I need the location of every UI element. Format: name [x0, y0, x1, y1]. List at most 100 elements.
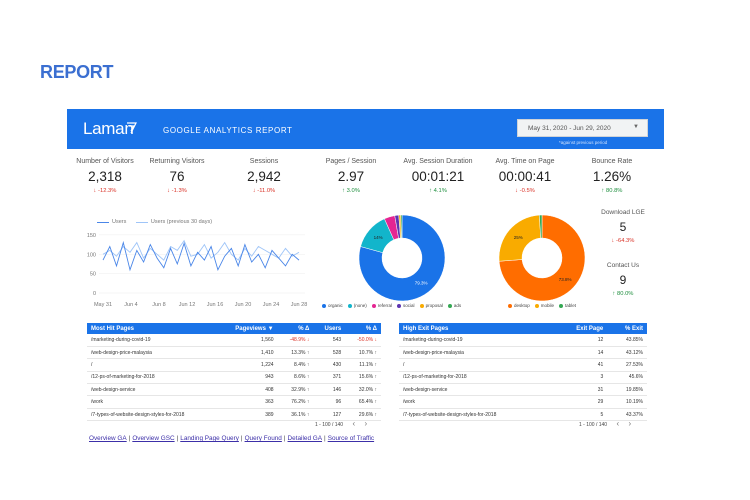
legend-swatch	[397, 303, 402, 308]
kpi-label: Download LGE	[601, 209, 645, 216]
table-cell: 45.6%	[607, 371, 647, 385]
kpi-delta: ↓ -0.5%	[515, 188, 535, 194]
table-cell: /12-ps-of-marketing-for-2018	[399, 371, 554, 385]
legend-ads: ads	[453, 303, 462, 308]
table-row[interactable]: /work 363 76.2% ↑ 96 65.4% ↑	[87, 395, 381, 409]
table-cell: 363	[217, 395, 278, 409]
traffic-source-legend: organic (none) referral social proposal ads	[317, 303, 461, 308]
column-header[interactable]: % Δ	[277, 323, 314, 334]
column-header[interactable]: High Exit Pages	[399, 323, 554, 334]
kpi-delta: ↑ 80.0%	[612, 291, 634, 297]
chevron-left-icon[interactable]: ‹	[616, 419, 620, 428]
link-separator: |	[283, 435, 286, 442]
kpi-label: Number of Visitors	[76, 158, 134, 165]
table-row[interactable]: /web-design-price-malaysia 14 43.12%	[399, 346, 647, 360]
table-cell: 528	[313, 346, 346, 360]
table-row[interactable]: /7-types-of-website-design-styles-for-20…	[399, 408, 647, 422]
x-tick-label: Jun 24	[263, 302, 280, 308]
table-cell: 14	[553, 346, 608, 360]
y-tick-label: 150	[87, 233, 96, 239]
table-cell: 76.2% ↑	[277, 395, 314, 409]
kpi-value: 2,318	[88, 169, 122, 184]
table-cell: /	[399, 358, 554, 372]
table-cell: 43.85%	[607, 334, 647, 347]
x-tick-label: Jun 16	[207, 302, 224, 308]
x-tick-label: Jun 28	[291, 302, 308, 308]
table-cell: 1,560	[217, 334, 278, 347]
column-header[interactable]: Pageviews ▼	[217, 323, 278, 334]
slice-data-label: 25%	[514, 235, 523, 240]
table-header-row: High Exit Pages Exit Page% Exit	[399, 323, 647, 334]
slice-desktop	[498, 214, 586, 302]
legend-social: social	[403, 303, 415, 308]
link-overview-ga[interactable]: Overview GA	[89, 435, 127, 442]
table-row[interactable]: /1,224 8.4% ↑ 430 11.1% ↑	[87, 358, 381, 372]
kpi-value: 2,942	[247, 169, 281, 184]
date-range-value: May 31, 2020 - Jun 29, 2020	[528, 125, 611, 132]
slice-data-label: 73.8%	[559, 277, 572, 282]
kpi-avg-time-on-page: Avg. Time on Page 00:00:41 ↓ -0.5%	[487, 158, 563, 194]
traffic-source-donut-chart: 79.3% 14%	[358, 214, 446, 302]
chevron-right-icon[interactable]: ›	[628, 419, 632, 428]
table-row[interactable]: /work 29 10.19%	[399, 395, 647, 409]
series-line-users-previous-30-days	[102, 239, 300, 261]
table-cell: 13.3% ↑	[277, 346, 314, 360]
table-cell: /web-design-price-malaysia	[399, 346, 554, 360]
table-row[interactable]: /marketing-during-covid-19 12 43.85%	[399, 334, 647, 347]
table-cell: 96	[313, 395, 346, 409]
table-cell: 8.6% ↑	[277, 371, 314, 385]
chevron-left-icon[interactable]: ‹	[352, 419, 356, 428]
legend-users-previous: Users (previous 30 days)	[150, 219, 213, 225]
legend-swatch	[447, 303, 452, 308]
chevron-down-icon: ▼	[633, 124, 639, 130]
table-cell: 11.1% ↑	[345, 358, 381, 372]
table-cell: /marketing-during-covid-19	[87, 334, 218, 347]
link-query-found[interactable]: Query Found	[244, 435, 282, 442]
line-chart-legend: Users Users (previous 30 days)	[97, 219, 212, 225]
table-cell: 29.6% ↑	[345, 408, 381, 422]
link-separator: |	[240, 435, 243, 442]
table-row[interactable]: /12-ps-of-marketing-for-2018 943 8.6% ↑ 371…	[87, 371, 381, 385]
slice-tablet	[539, 214, 543, 239]
table-row[interactable]: /web-design-service 408 32.9% ↑ 146 32.0% ↑	[87, 383, 381, 397]
table-cell: /work	[87, 395, 218, 409]
kpi-value: 9	[619, 273, 627, 287]
table-cell: 5	[553, 408, 608, 422]
table-cell: /7-types-of-website-design-styles-for-20…	[399, 408, 554, 422]
link-overview-gsc[interactable]: Overview GSC	[132, 435, 175, 442]
table-cell: /	[87, 358, 218, 372]
kpi-label: Avg. Time on Page	[495, 158, 555, 165]
table-cell: 65.4% ↑	[345, 395, 381, 409]
table-cell: 27.53%	[607, 358, 647, 372]
table-row[interactable]: /41 27.53%	[399, 358, 647, 372]
link-separator: |	[176, 435, 179, 442]
table-row[interactable]: /web-design-service 31 19.85%	[399, 383, 647, 397]
table-row[interactable]: /web-design-price-malaysia 1,410 13.3% ↑ 52…	[87, 346, 381, 360]
column-header[interactable]: % Exit	[607, 323, 647, 334]
kpi-delta: ↓ -11.0%	[252, 188, 276, 194]
legend-swatch	[508, 303, 512, 308]
table-row[interactable]: /marketing-during-covid-19 1,560 -48.9% ↓ 5…	[87, 334, 381, 347]
table-cell: 3	[553, 371, 608, 385]
high-exit-pages-table: High Exit Pages Exit Page% Exit/marketing…	[399, 323, 647, 422]
table-cell: 943	[217, 371, 278, 385]
table-row[interactable]: /12-ps-of-marketing-for-2018 3 45.6%	[399, 371, 647, 385]
chevron-right-icon[interactable]: ›	[364, 419, 368, 428]
kpi-contact-us: Contact Us 9 ↑ 80.0%	[593, 262, 653, 297]
users-line-chart: 150 100 50 0 May 31 Jun 4 Jun 8 Jun 12 Jun 16 Jun…	[87, 233, 308, 308]
column-header[interactable]: Exit Page	[553, 323, 608, 334]
date-range-picker[interactable]: May 31, 2020 - Jun 29, 2020 ▼	[517, 119, 648, 137]
table-row[interactable]: /7-types-of-website-design-styles-for-20…	[87, 408, 381, 422]
y-tick-label: 100	[87, 252, 96, 258]
table-cell: 10.19%	[607, 395, 647, 409]
kpi-delta: ↑ 4.1%	[429, 188, 447, 194]
column-header[interactable]: Users	[313, 323, 346, 334]
column-header[interactable]: Most Hit Pages	[87, 323, 218, 334]
link-detailed-ga[interactable]: Detailed GA	[287, 435, 323, 442]
link-source-of-traffic[interactable]: Source of Traffic	[327, 435, 375, 442]
kpi-label: Sessions	[249, 158, 279, 165]
link-landing-page-query[interactable]: Landing Page Query	[180, 435, 239, 442]
kpi-bounce-rate: Bounce Rate 1.26% ↑ 80.8%	[574, 158, 650, 194]
column-header[interactable]: % Δ	[345, 323, 381, 334]
x-tick-label: Jun 12	[179, 302, 196, 308]
